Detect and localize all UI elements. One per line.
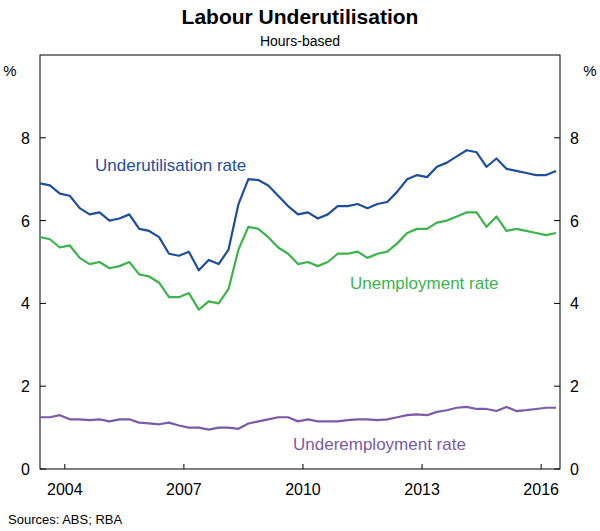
y-tick-label: 2 — [570, 378, 579, 395]
y-axis-label: % — [3, 62, 16, 79]
y-tick — [40, 469, 46, 470]
y-tick-label: 0 — [570, 461, 579, 478]
x-tick — [183, 464, 184, 469]
y-tick — [40, 303, 46, 304]
x-tick-label: 2010 — [285, 481, 321, 498]
plot-area — [40, 150, 556, 429]
x-tick — [541, 464, 542, 469]
y-tick — [40, 386, 46, 387]
y-tick — [40, 220, 46, 221]
y-tick — [554, 386, 560, 387]
x-tick-label: 2007 — [166, 481, 202, 498]
series-label: Underutilisation rate — [95, 156, 246, 175]
y-tick-label: 6 — [570, 213, 579, 230]
y-tick — [554, 220, 560, 221]
y-tick — [40, 137, 46, 138]
x-tick — [302, 464, 303, 469]
y-tick-label: 2 — [21, 378, 30, 395]
plot-frame — [40, 55, 560, 469]
series-label: Unemployment rate — [350, 274, 498, 293]
subtitle: Hours-based — [260, 33, 340, 49]
y-tick — [554, 469, 560, 470]
chart: Labour Underutilisation Hours-based%% 0 0 2 2… — [0, 0, 600, 531]
source: Sources: ABS; RBA — [8, 512, 122, 527]
series-label: Underemployment rate — [293, 435, 466, 454]
x-tick-label: 2016 — [523, 481, 559, 498]
y-axis-label: % — [583, 62, 596, 79]
x-tick — [64, 464, 65, 469]
x-tick-label: 2013 — [404, 481, 440, 498]
y-tick — [554, 303, 560, 304]
y-tick-label: 4 — [570, 295, 579, 312]
y-tick — [554, 137, 560, 138]
x-tick — [422, 464, 423, 469]
x-tick-label: 2004 — [47, 481, 83, 498]
series-line — [40, 407, 556, 430]
y-tick-label: 8 — [21, 130, 30, 147]
y-tick-label: 6 — [21, 213, 30, 230]
series-line — [40, 212, 556, 309]
y-tick-label: 8 — [570, 130, 579, 147]
series-line — [40, 150, 556, 270]
y-tick-label: 4 — [21, 295, 30, 312]
y-tick-label: 0 — [21, 461, 30, 478]
title: Labour Underutilisation — [182, 5, 419, 28]
